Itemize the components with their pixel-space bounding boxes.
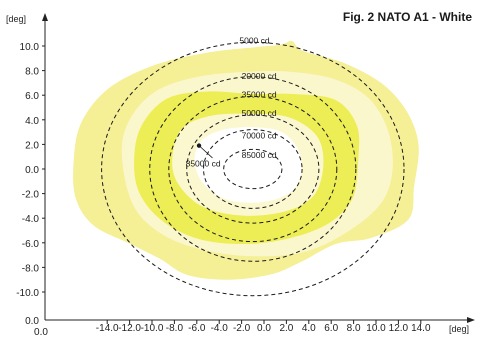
y-tick-label: 4.0 — [25, 116, 39, 127]
isoline-1 — [149, 76, 357, 262]
isoline-label: 50000 cd — [242, 108, 277, 118]
y-tick-label: -10.0 — [16, 288, 39, 299]
x-tick-label: 0.0 — [34, 327, 48, 338]
x-tick-label: -8.0 — [166, 323, 184, 334]
y-tick-label: -4.0 — [22, 214, 40, 225]
isoline-label: 85000 cd — [242, 150, 277, 160]
x-tick-label: 12.0 — [389, 323, 409, 334]
y-tick-label: 10.0 — [20, 42, 40, 53]
y-tick-label: -6.0 — [22, 239, 40, 250]
x-ticks: 0.0 -14.0 -12.0 -10.0 -8.0 -6.0 -4.0 -2.0 0.0 2.0… — [34, 320, 431, 338]
isoline-label: 70000 cd — [242, 130, 277, 140]
peak-label: 85000 cd — [186, 159, 221, 169]
x-tick-label: -4.0 — [211, 323, 229, 334]
y-tick-label: 0.0 — [25, 316, 39, 327]
y-tick-label: 8.0 — [25, 67, 39, 78]
isoline-label: 20000 cd — [242, 71, 277, 81]
isoline-2 — [168, 95, 338, 243]
isoline-4 — [203, 129, 303, 209]
y-tick-label: 6.0 — [25, 91, 39, 102]
y-ticks: 10.0 8.0 6.0 4.0 2.0 0.0 -2.0 -4.0 -6.0 -8.0 -10.0… — [16, 42, 45, 327]
x-tick-label: 10.0 — [366, 323, 386, 334]
isoline-label: 35000 cd — [242, 90, 277, 100]
x-tick-label: 0.0 — [257, 323, 271, 334]
x-tick-label: -12.0 — [118, 323, 141, 334]
x-tick-label: -14.0 — [96, 323, 119, 334]
x-tick-label: 2.0 — [279, 323, 293, 334]
x-axis-unit: [deg] — [449, 324, 469, 334]
x-tick-label: 4.0 — [302, 323, 316, 334]
x-tick-label: -10.0 — [141, 323, 164, 334]
y-tick-label: 0.0 — [25, 165, 39, 176]
chart-title: Fig. 2 NATO A1 - White — [343, 10, 472, 24]
y-tick-label: -8.0 — [22, 263, 40, 274]
y-tick-label: 2.0 — [25, 140, 39, 151]
y-axis-arrow — [42, 13, 48, 21]
x-tick-label: -2.0 — [233, 323, 251, 334]
isoline-label: 5000 cd — [239, 36, 270, 46]
peak-leader-line — [198, 145, 213, 159]
isolines — [101, 41, 405, 297]
y-axis-unit: [deg] — [6, 14, 26, 24]
x-tick-label: 6.0 — [324, 323, 338, 334]
x-tick-label: 8.0 — [347, 323, 361, 334]
isoline-labels: 5000 cd 20000 cd 35000 cd 50000 cd 70000 cd 8… — [186, 36, 277, 169]
y-tick-label: -2.0 — [22, 190, 40, 201]
x-axis-arrow — [467, 317, 475, 323]
band-70000 — [194, 127, 302, 203]
intensity-fills — [73, 40, 419, 280]
x-tick-label: -6.0 — [188, 323, 206, 334]
isoline-0 — [101, 41, 405, 297]
isoline-3 — [186, 114, 320, 224]
x-tick-label: 14.0 — [411, 323, 431, 334]
isoline-5 — [223, 148, 283, 190]
